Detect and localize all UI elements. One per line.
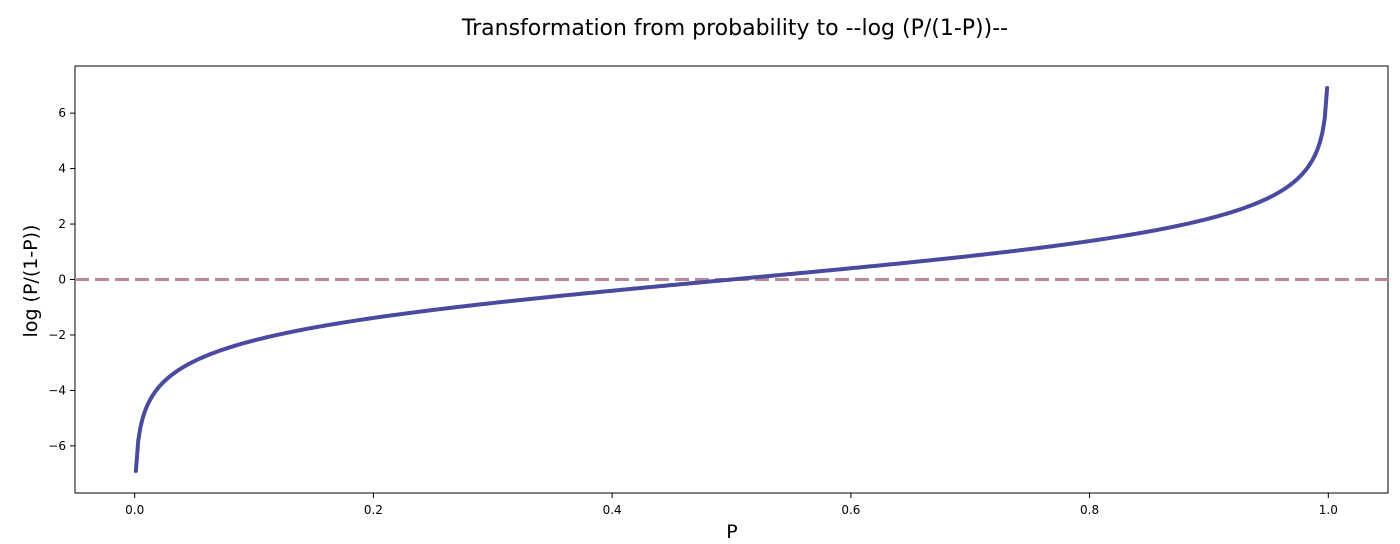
x-tick-label: 0.2: [364, 503, 383, 517]
y-tick-label: 2: [58, 217, 66, 231]
chart-title: Transformation from probability to --log…: [461, 16, 1008, 41]
series-group: [133, 85, 1330, 474]
y-tick-label: −4: [48, 383, 66, 397]
y-tick-label: −6: [48, 439, 66, 453]
plot-area: [74, 65, 1389, 494]
y-tick-label: 4: [58, 162, 66, 176]
x-tick-label: 1.0: [1319, 503, 1338, 517]
logit-curve: [133, 85, 1330, 474]
y-tick-label: −2: [48, 328, 66, 342]
y-tick-label: 0: [58, 273, 66, 287]
x-tick-label: 0.0: [125, 503, 144, 517]
x-tick-label: 0.8: [1080, 503, 1099, 517]
y-axis: −6 −4 −2 0 2 4 6: [48, 106, 75, 453]
x-axis-label: P: [726, 521, 737, 543]
x-tick-label: 0.6: [841, 503, 860, 517]
y-axis-label: log (P/(1-P)): [20, 225, 42, 338]
x-axis: 0.0 0.2 0.4 0.6 0.8 1.0: [125, 493, 1338, 517]
x-tick-label: 0.4: [603, 503, 622, 517]
y-tick-label: 6: [58, 106, 66, 120]
